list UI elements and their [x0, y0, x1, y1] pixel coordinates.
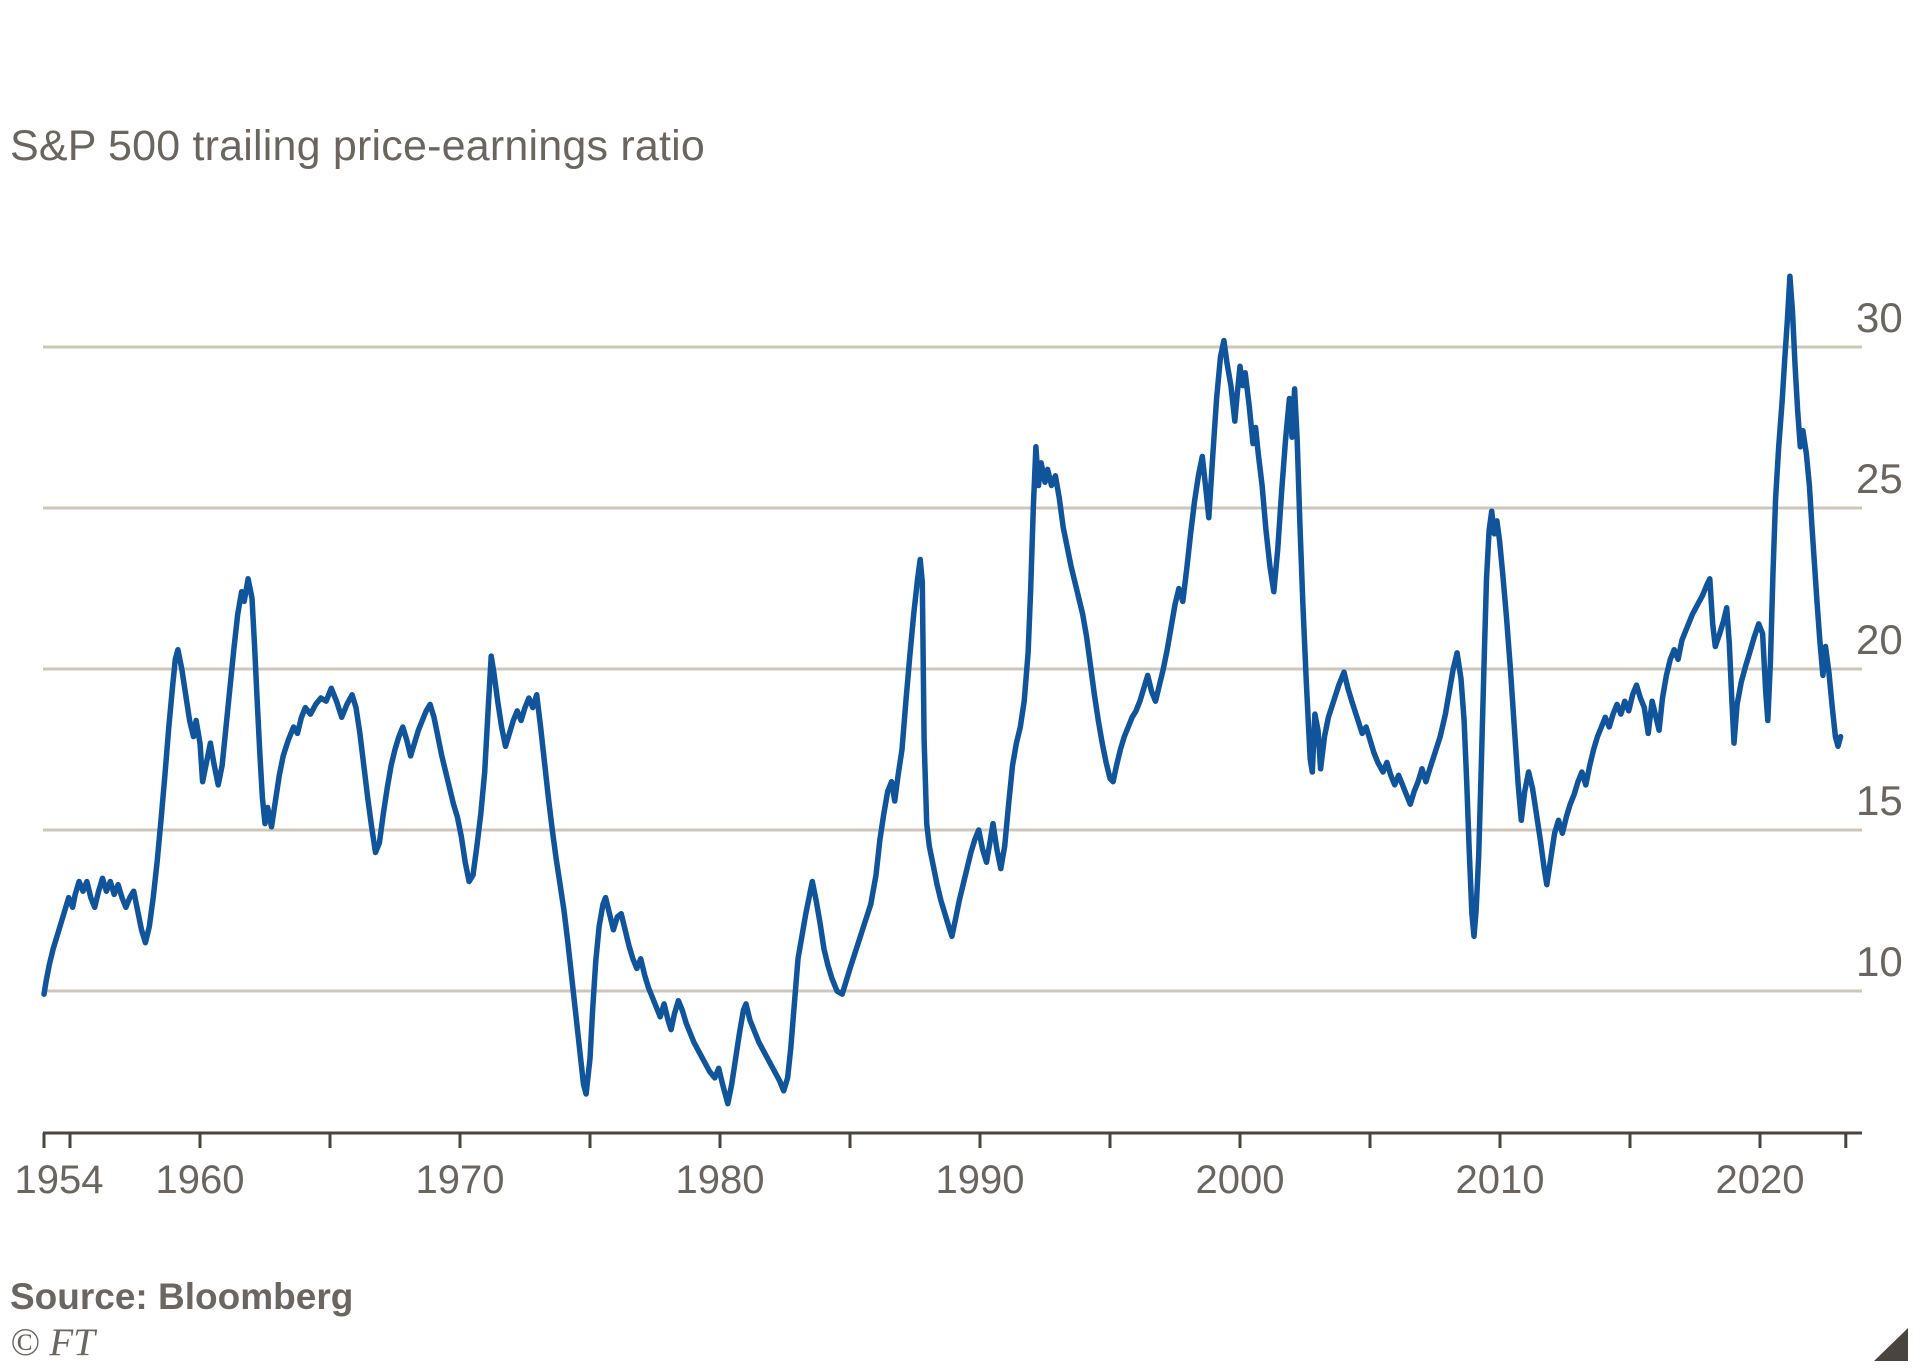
x-axis-label: 1960 — [155, 1158, 245, 1202]
x-axis-label: 1970 — [415, 1158, 505, 1202]
x-axis-label: 2010 — [1455, 1158, 1545, 1202]
pe-line — [41, 273, 1844, 1107]
x-axis-label: 1980 — [675, 1158, 765, 1202]
x-axis-label: 1954 — [14, 1158, 104, 1202]
chart-title: S&P 500 trailing price-earnings ratio — [10, 122, 705, 170]
y-axis-label: 15 — [1856, 777, 1903, 824]
y-axis-label: 10 — [1856, 938, 1903, 985]
x-axis-label: 2020 — [1715, 1158, 1805, 1202]
x-axis-label: 2000 — [1195, 1158, 1285, 1202]
ft-corner-triangle-icon — [1874, 1328, 1908, 1361]
y-axis-label: 20 — [1856, 616, 1903, 663]
y-axis-label: 30 — [1856, 294, 1903, 341]
source-label: Source: Bloomberg — [10, 1276, 354, 1317]
x-axis-label: 1990 — [935, 1158, 1025, 1202]
y-axis-label: 25 — [1856, 455, 1903, 502]
ft-copyright: © FT — [10, 1321, 95, 1364]
